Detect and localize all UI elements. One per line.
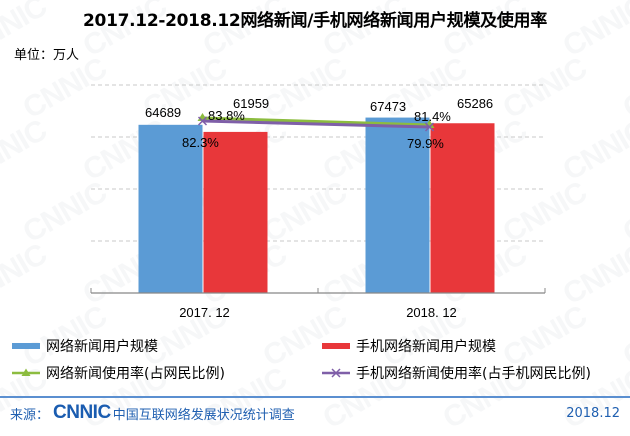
legend-swatch-red <box>322 343 350 349</box>
legend-item-mobile-news-rate: 手机网络新闻使用率(占手机网民比例) <box>322 363 591 383</box>
x-marker-icon <box>424 122 435 132</box>
source-label: 来源： <box>10 407 50 423</box>
data-label: 81.4% <box>414 109 451 124</box>
x-axis-label: 2017. 12 <box>179 305 230 320</box>
legend-item-news-rate: 网络新闻使用率(占网民比例) <box>12 363 225 383</box>
footer: 来源： CNNIC 中国互联网络发展状况统计调查 2018.12 <box>10 402 620 424</box>
triangle-marker-icon <box>12 368 40 376</box>
line-mobile-news-rate <box>202 119 430 129</box>
legend-swatch-blue <box>12 343 40 349</box>
source-org: 中国互联网络发展状况统计调查 <box>112 407 295 423</box>
chart-title: 2017.12-2018.12网络新闻/手机网络新闻用户规模及使用率 <box>83 11 547 31</box>
legend: 网络新闻用户规模 手机网络新闻用户规模 网络新闻使用率(占网民比例) 手机网络新… <box>0 336 630 392</box>
bar-news-users <box>365 117 430 294</box>
data-label: 64689 <box>145 105 181 120</box>
legend-label: 网络新闻使用率(占网民比例) <box>46 366 225 382</box>
data-label: 82.3% <box>182 135 219 150</box>
data-label: 79.9% <box>407 136 444 151</box>
legend-label: 手机网络新闻使用率(占手机网民比例) <box>356 366 591 382</box>
chart-area: 2017. 12 2018. 12 64689 67473 61959 65286 83.8… <box>90 84 546 320</box>
x-marker-icon <box>322 368 350 378</box>
cnnic-logo: CNNIC <box>53 402 111 423</box>
data-label: 67473 <box>370 99 406 114</box>
bar-mobile-news-users <box>430 123 495 293</box>
footer-date: 2018.12 <box>566 405 620 421</box>
data-label: 65286 <box>457 96 493 111</box>
bar-news-users <box>138 124 203 294</box>
legend-item-mobile-news-users: 手机网络新闻用户规模 <box>322 336 496 356</box>
footer-divider <box>0 396 630 398</box>
data-label: 61959 <box>233 96 269 111</box>
line-news-rate <box>202 116 430 127</box>
legend-label: 网络新闻用户规模 <box>46 339 158 355</box>
bar-mobile-news-users <box>203 131 268 293</box>
legend-item-news-users: 网络新闻用户规模 <box>12 336 158 356</box>
legend-label: 手机网络新闻用户规模 <box>356 339 496 355</box>
x-marker-icon <box>197 116 208 126</box>
data-label: 83.8% <box>208 108 245 123</box>
unit-label: 单位：万人 <box>14 48 80 63</box>
x-axis-label: 2018. 12 <box>406 305 457 320</box>
